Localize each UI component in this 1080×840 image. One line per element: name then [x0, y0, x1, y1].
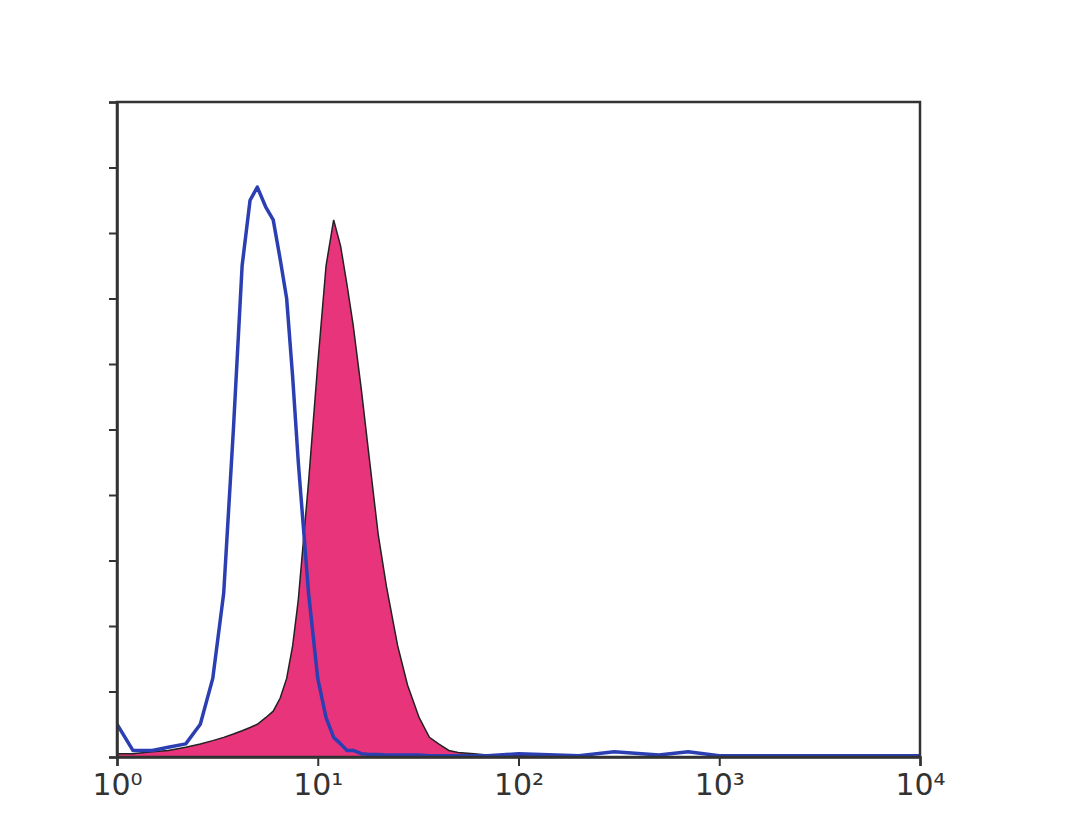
y-tick: [109, 233, 117, 234]
y-tick-mark: [109, 560, 117, 562]
x-tick-mark: [317, 757, 319, 766]
y-tick: [109, 102, 117, 103]
y-tick: [109, 299, 117, 300]
x-tick: 10³: [695, 757, 745, 802]
y-tick: [109, 364, 117, 365]
plot-area: [117, 187, 920, 757]
y-tick: [109, 495, 117, 496]
y-tick-mark: [109, 626, 117, 628]
x-tick-mark: [719, 757, 721, 766]
plot-frame: [117, 102, 920, 757]
x-axis-line: [118, 758, 921, 767]
y-tick: [109, 757, 117, 758]
x-tick-label: 10³: [695, 767, 745, 802]
histogram-line: [117, 187, 920, 756]
histogram-area: [117, 220, 920, 757]
x-tick-label: 10²: [494, 767, 544, 802]
y-tick: [109, 430, 117, 431]
x-tick: 10¹: [293, 757, 343, 802]
y-tick: [109, 692, 117, 693]
y-tick-mark: [109, 691, 117, 693]
y-tick-mark: [109, 167, 117, 169]
y-tick-mark: [109, 429, 117, 431]
x-tick-label: 10⁰: [92, 767, 142, 802]
y-tick: [109, 168, 117, 169]
x-tick: 10⁰: [92, 757, 142, 802]
y-axis-line: [109, 103, 118, 758]
x-axis: 10⁰ 10¹ 10² 10³ 10⁴: [92, 757, 945, 802]
y-tick-mark: [109, 298, 117, 300]
y-tick-mark: [109, 233, 117, 235]
x-tick: 10⁴: [895, 757, 945, 802]
x-tick-mark: [518, 757, 520, 766]
x-tick: 10²: [494, 757, 544, 802]
x-tick-label: 10⁴: [895, 767, 945, 802]
y-tick: [109, 626, 117, 627]
x-tick-mark: [920, 757, 922, 766]
y-axis: [109, 103, 118, 758]
y-tick-mark: [109, 757, 117, 759]
y-tick-mark: [109, 495, 117, 497]
y-tick-mark: [109, 102, 117, 104]
y-tick: [109, 561, 117, 562]
x-tick-label: 10¹: [293, 767, 343, 802]
y-tick-mark: [109, 364, 117, 366]
chart: 10⁰ 10¹ 10² 10³ 10⁴: [0, 0, 1080, 840]
